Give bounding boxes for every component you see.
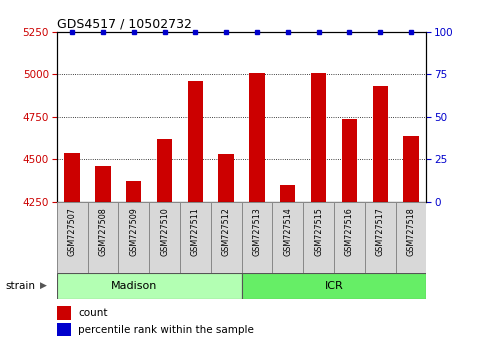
- Text: ICR: ICR: [324, 281, 344, 291]
- Bar: [311, 73, 326, 202]
- Bar: [342, 119, 357, 202]
- Bar: [242, 202, 272, 273]
- Bar: [242, 273, 426, 299]
- Text: GSM727510: GSM727510: [160, 207, 169, 256]
- Bar: [303, 202, 334, 273]
- Bar: [57, 306, 71, 320]
- Text: GSM727508: GSM727508: [99, 207, 107, 256]
- Bar: [126, 181, 141, 202]
- Bar: [373, 86, 388, 202]
- Bar: [218, 154, 234, 202]
- Text: GSM727507: GSM727507: [68, 207, 76, 256]
- Bar: [272, 202, 303, 273]
- Bar: [57, 202, 88, 273]
- Text: GSM727509: GSM727509: [129, 207, 138, 256]
- Text: GSM727517: GSM727517: [376, 207, 385, 256]
- Bar: [180, 202, 211, 273]
- Text: count: count: [78, 308, 108, 318]
- Text: GSM727518: GSM727518: [407, 207, 416, 256]
- Text: percentile rank within the sample: percentile rank within the sample: [78, 325, 254, 335]
- Bar: [188, 81, 203, 202]
- Bar: [65, 153, 80, 202]
- Bar: [403, 136, 419, 202]
- Bar: [118, 202, 149, 273]
- Bar: [57, 323, 71, 336]
- Text: strain: strain: [5, 281, 35, 291]
- Bar: [149, 202, 180, 273]
- Text: ▶: ▶: [40, 281, 47, 290]
- Bar: [395, 202, 426, 273]
- Bar: [334, 202, 365, 273]
- Text: GDS4517 / 10502732: GDS4517 / 10502732: [57, 18, 192, 31]
- Bar: [365, 202, 395, 273]
- Bar: [280, 185, 295, 202]
- Text: GSM727513: GSM727513: [252, 207, 261, 256]
- Bar: [88, 202, 118, 273]
- Text: GSM727515: GSM727515: [314, 207, 323, 256]
- Text: GSM727514: GSM727514: [283, 207, 292, 256]
- Text: GSM727512: GSM727512: [222, 207, 231, 256]
- Bar: [95, 166, 110, 202]
- Text: GSM727516: GSM727516: [345, 207, 354, 256]
- Bar: [57, 273, 242, 299]
- Text: Madison: Madison: [110, 281, 157, 291]
- Bar: [249, 73, 265, 202]
- Text: GSM727511: GSM727511: [191, 207, 200, 256]
- Bar: [211, 202, 242, 273]
- Bar: [157, 139, 172, 202]
